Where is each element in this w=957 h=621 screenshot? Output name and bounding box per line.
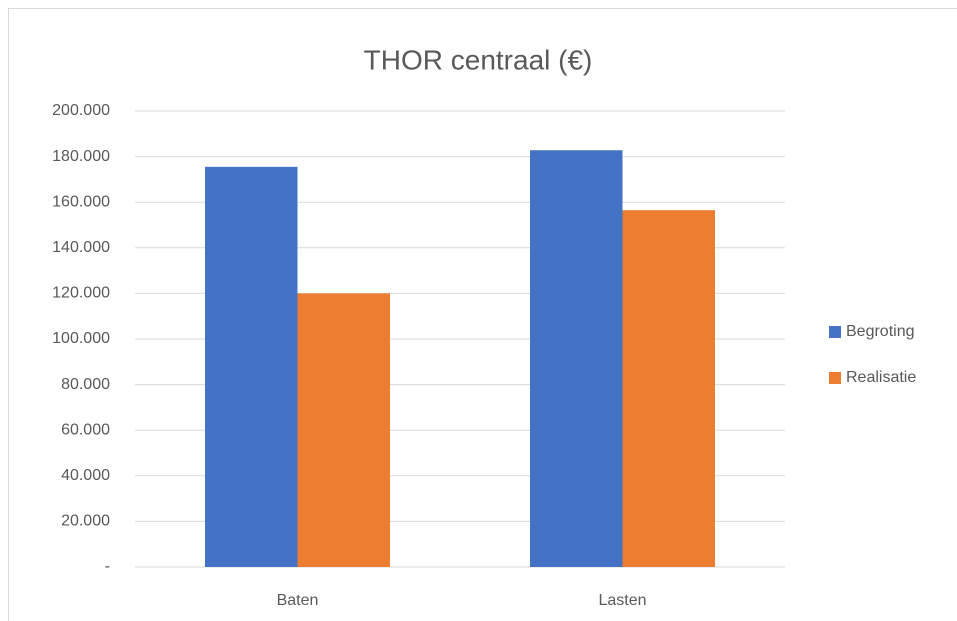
y-tick-label: 200.000 (52, 102, 110, 119)
chart-border (8, 8, 957, 621)
x-tick-label: Lasten (598, 592, 646, 609)
y-tick-label: - (105, 558, 110, 575)
bar (622, 210, 715, 567)
bar (205, 166, 298, 568)
x-tick-label: Baten (277, 592, 319, 609)
y-tick-label: 120.000 (52, 285, 110, 302)
y-tick-label: 160.000 (52, 193, 110, 210)
y-tick-label: 40.000 (61, 467, 110, 484)
y-tick-label: 140.000 (52, 239, 110, 256)
legend-swatch (829, 372, 841, 384)
bar (530, 150, 623, 567)
y-tick-label: 80.000 (61, 376, 110, 393)
y-tick-label: 100.000 (52, 330, 110, 347)
legend-label: Realisatie (846, 369, 916, 386)
y-tick-label: 20.000 (61, 513, 110, 530)
y-tick-label: 180.000 (52, 148, 110, 165)
chart-title: THOR centraal (€) (364, 44, 593, 75)
y-tick-label: 60.000 (61, 421, 110, 438)
bar (297, 293, 390, 567)
legend-swatch (829, 326, 841, 338)
legend-label: Begroting (846, 323, 915, 340)
